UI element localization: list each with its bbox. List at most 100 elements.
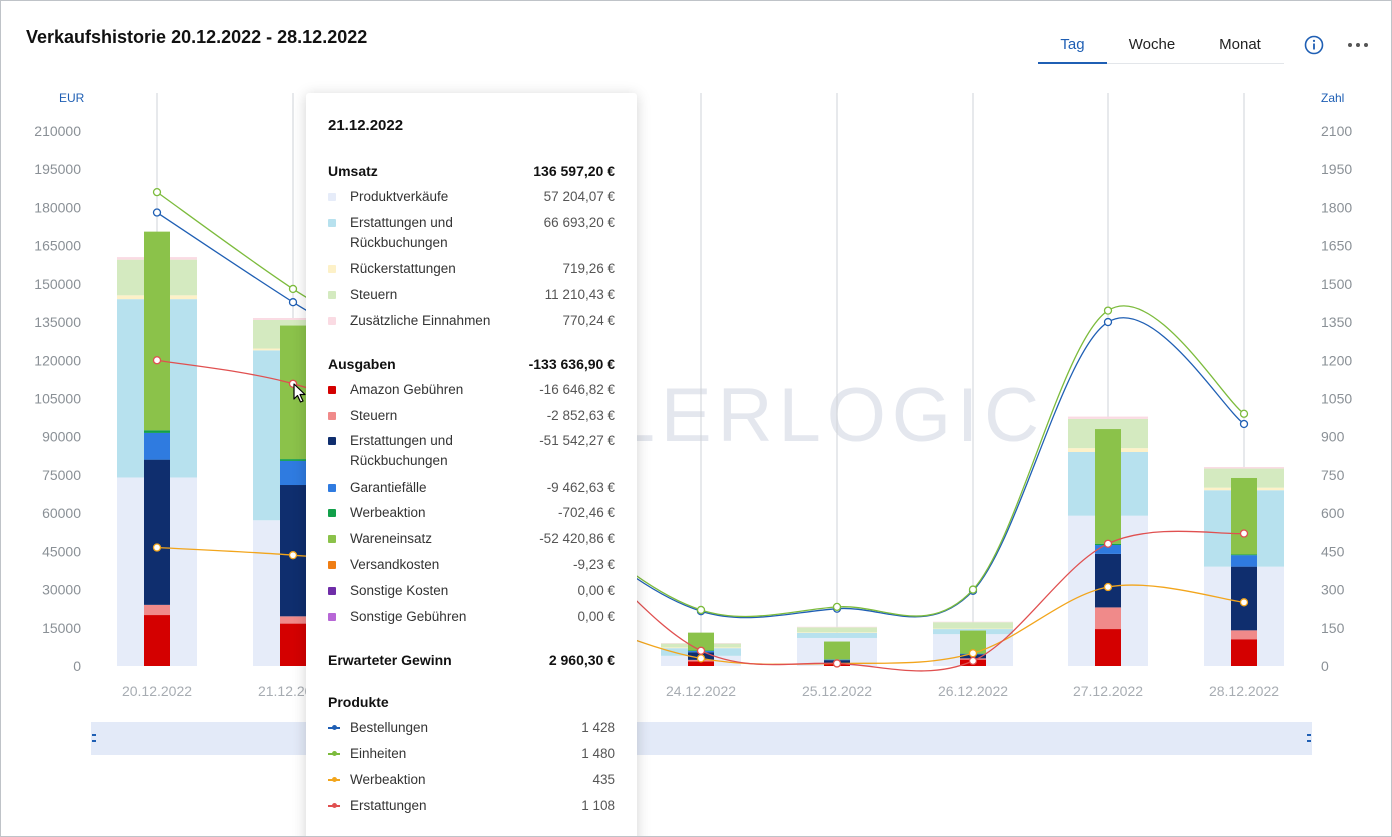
expense-bar-segment <box>280 623 306 666</box>
tooltip-label: Bestellungen <box>350 720 429 735</box>
line-point <box>1239 409 1249 418</box>
tooltip-label: Erstattungen <box>350 798 427 813</box>
line-point <box>968 649 978 658</box>
legend-line-marker <box>328 750 340 758</box>
tooltip-label: Amazon Gebühren <box>350 382 464 397</box>
tooltip-value: -702,46 € <box>557 505 615 520</box>
legend-swatch <box>328 561 336 569</box>
tooltip-date: 21.12.2022 <box>328 117 404 134</box>
legend-line-marker <box>328 776 340 784</box>
range-scrollbar[interactable] <box>91 722 1312 755</box>
expense-bar-segment <box>1231 555 1257 567</box>
tooltip-label: Umsatz <box>328 163 378 179</box>
period-tabs: Tag Woche Monat <box>1038 31 1284 64</box>
revenue-bar-segment <box>933 621 1013 623</box>
expense-bar-segment <box>1095 629 1121 666</box>
left-axis-tick: 120000 <box>34 352 81 368</box>
legend-swatch <box>328 437 336 445</box>
tooltip-label: Produktverkäufe <box>350 189 449 204</box>
tooltip-value: -51 542,27 € <box>539 433 615 448</box>
legend-swatch <box>328 412 336 420</box>
line-point <box>696 654 706 663</box>
right-axis-tick: 450 <box>1321 543 1345 559</box>
tab-week[interactable]: Woche <box>1128 36 1176 53</box>
range-handle-right[interactable] <box>1307 734 1311 742</box>
tooltip-value: 1 480 <box>581 746 615 761</box>
line-point <box>288 284 298 294</box>
right-axis-tick: 900 <box>1321 429 1345 445</box>
tooltip-label: Erstattungen und Rückbuchungen <box>350 215 453 250</box>
tooltip-value: -133 636,90 € <box>528 356 615 372</box>
x-axis-tick: 25.12.2022 <box>802 683 872 699</box>
x-axis-tick: 24.12.2022 <box>666 683 736 699</box>
tooltip-value: 0,00 € <box>577 609 615 624</box>
info-icon[interactable] <box>1304 35 1324 55</box>
tab-day[interactable]: Tag <box>1038 31 1107 64</box>
tooltip-value: -9 462,63 € <box>546 480 615 495</box>
tooltip-value: 0,00 € <box>577 583 615 598</box>
page-title: Verkaufshistorie 20.12.2022 - 28.12.2022 <box>26 27 368 47</box>
line-point <box>288 551 298 560</box>
revenue-bar-segment <box>1204 467 1284 469</box>
expense-bar-segment <box>144 459 170 605</box>
left-axis-tick: 150000 <box>34 276 81 292</box>
right-axis-tick: 1950 <box>1321 161 1352 177</box>
right-axis-tick: 0 <box>1321 658 1329 674</box>
line-point <box>288 298 298 307</box>
line-point <box>152 356 162 365</box>
line-point <box>1239 529 1249 538</box>
revenue-bar-segment <box>797 626 877 628</box>
tooltip-value: -16 646,82 € <box>539 382 615 397</box>
tooltip-value: -2 852,63 € <box>546 408 615 423</box>
legend-swatch <box>328 587 336 595</box>
line-point <box>152 543 162 552</box>
legend-swatch <box>328 219 336 227</box>
expense-bar-segment <box>144 231 170 431</box>
tooltip-label: Einheiten <box>350 746 407 761</box>
tooltip-label: Sonstige Kosten <box>350 583 449 598</box>
tooltip-value: 11 210,43 € <box>544 287 615 302</box>
expense-bar-segment <box>144 604 170 616</box>
left-axis-tick: 180000 <box>34 199 81 215</box>
tooltip-label: Garantiefälle <box>350 480 427 495</box>
expense-bar-segment <box>1231 477 1257 555</box>
right-axis-tick: 1350 <box>1321 314 1352 330</box>
expense-bar-segment <box>280 460 306 486</box>
right-axis-unit: Zahl <box>1321 91 1344 105</box>
expense-bar-segment <box>1095 553 1121 608</box>
revenue-bar-segment <box>797 627 877 633</box>
line-point <box>152 208 162 217</box>
tab-month[interactable]: Monat <box>1219 36 1261 53</box>
left-axis-tick: 105000 <box>34 391 81 407</box>
tooltip-label: Wareneinsatz <box>350 531 433 546</box>
right-axis-tick: 1650 <box>1321 238 1352 254</box>
expense-bar-segment <box>1095 607 1121 630</box>
x-axis-tick: 26.12.2022 <box>938 683 1008 699</box>
legend-swatch <box>328 265 336 273</box>
mouse-pointer-icon <box>293 383 306 403</box>
x-axis-tick: 20.12.2022 <box>122 683 192 699</box>
expense-bar-segment <box>280 485 306 617</box>
expense-bar-segment <box>1095 429 1121 544</box>
right-axis-tick: 750 <box>1321 467 1345 483</box>
left-axis-tick: 90000 <box>42 429 81 445</box>
line-point <box>968 656 978 666</box>
tooltip-label: Steuern <box>350 287 398 302</box>
tooltip-label: Produkte <box>328 694 389 710</box>
expense-bar-segment <box>1231 630 1257 640</box>
more-dots-icon[interactable] <box>1347 42 1369 48</box>
expense-bar-segment <box>824 641 850 660</box>
right-axis-tick: 1800 <box>1321 199 1352 215</box>
chart-tooltip: 21.12.2022 Umsatz 136 597,20 € Produktverk… <box>306 93 637 836</box>
right-axis-tick: 150 <box>1321 620 1345 636</box>
tooltip-value: 1 108 <box>581 798 615 813</box>
left-axis-tick: 135000 <box>34 314 81 330</box>
x-axis-tick: 27.12.2022 <box>1073 683 1143 699</box>
range-handle-left[interactable] <box>92 734 96 742</box>
legend-swatch <box>328 484 336 492</box>
legend-swatch <box>328 613 336 621</box>
left-axis-tick: 165000 <box>34 238 81 254</box>
line-point <box>696 605 706 615</box>
tooltip-label: Zusätzliche Einnahmen <box>350 313 491 328</box>
tooltip-value: 719,26 € <box>562 261 615 276</box>
